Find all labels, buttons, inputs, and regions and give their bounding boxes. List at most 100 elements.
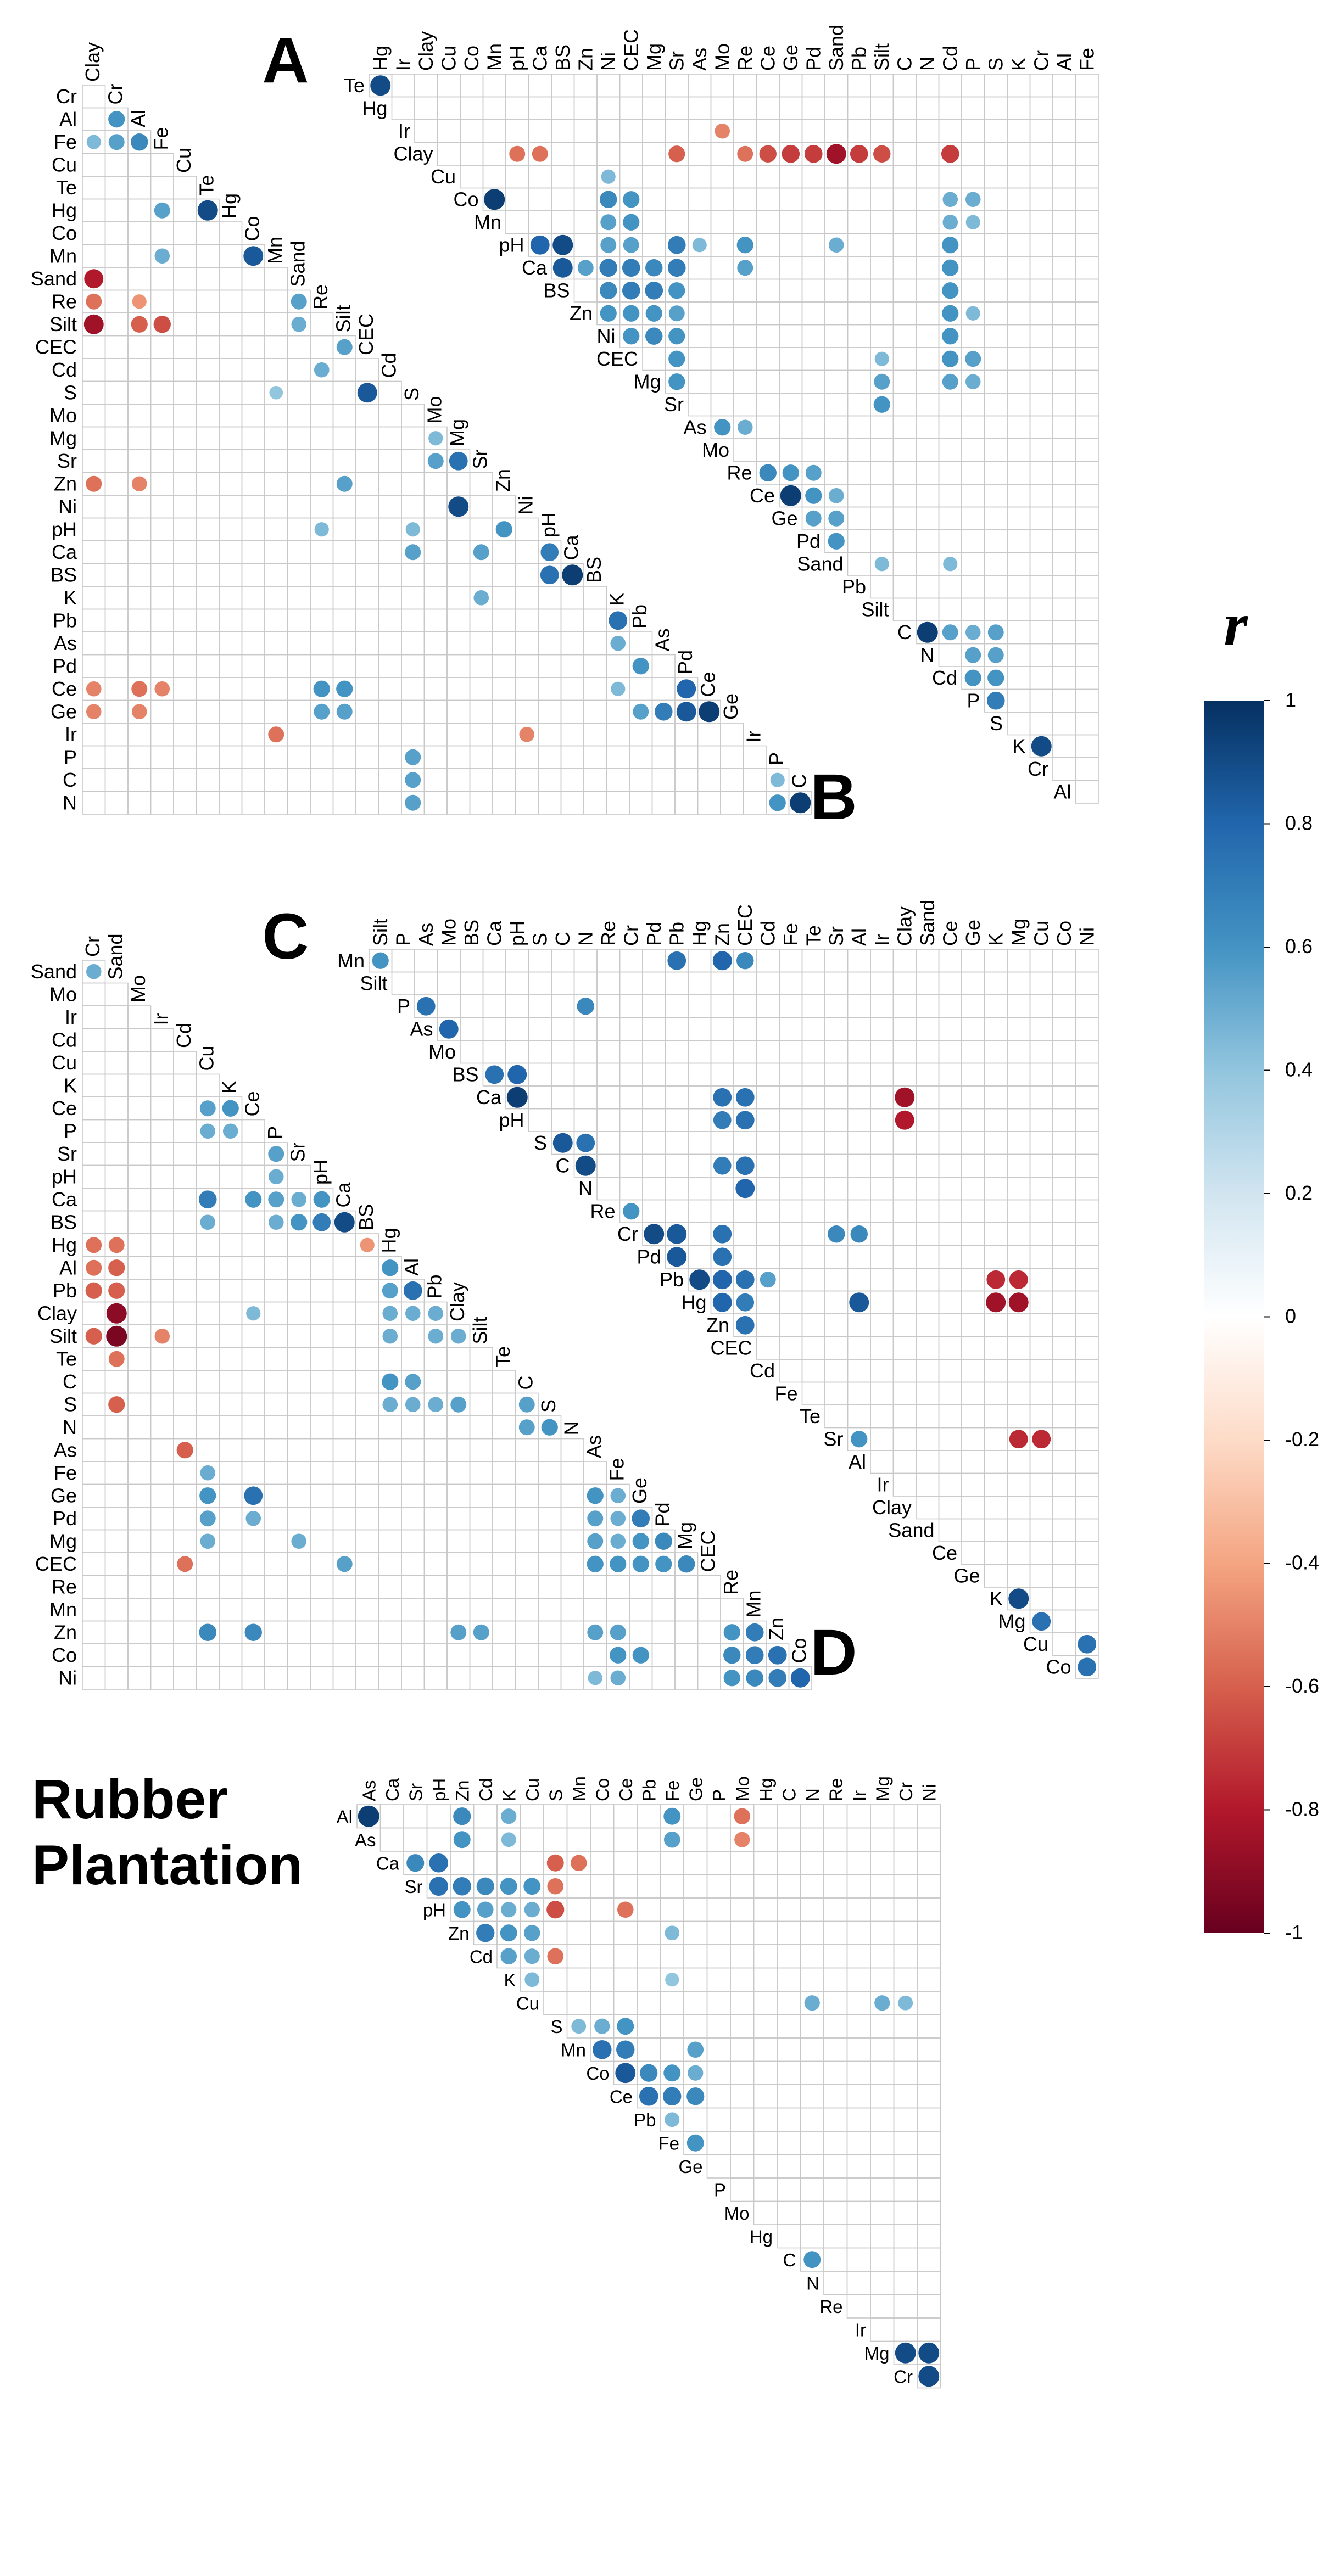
grid-cell xyxy=(482,165,506,189)
grid-cell xyxy=(777,1920,801,1945)
correlation-dot xyxy=(610,635,626,651)
grid-cell xyxy=(733,165,757,189)
grid-cell xyxy=(917,2247,941,2272)
grid-cell xyxy=(150,1392,174,1416)
grid-cell xyxy=(1052,1177,1076,1201)
grid-cell xyxy=(706,1897,731,1922)
correlation-dot xyxy=(518,1419,535,1436)
grid-cell xyxy=(1075,1427,1099,1451)
column-label: S xyxy=(528,933,551,946)
correlation-dot xyxy=(828,1225,845,1243)
column-label: C xyxy=(551,932,574,946)
grid-cell xyxy=(892,1472,917,1497)
grid-cell xyxy=(378,723,402,747)
grid-cell xyxy=(961,1290,985,1314)
grid-cell xyxy=(779,1108,803,1132)
correlation-dot xyxy=(476,1924,495,1942)
grid-cell xyxy=(219,472,243,496)
correlation-dot xyxy=(132,294,147,309)
grid-cell xyxy=(733,971,757,995)
grid-cell xyxy=(414,119,438,143)
column-label: BS xyxy=(355,1204,377,1230)
correlation-dot xyxy=(405,522,420,537)
grid-cell xyxy=(127,563,152,587)
grid-cell xyxy=(961,1153,985,1178)
grid-cell xyxy=(1007,1450,1031,1474)
grid-cell xyxy=(1029,1268,1053,1292)
grid-cell xyxy=(82,540,106,564)
row-label: Ca xyxy=(376,1853,400,1873)
grid-cell xyxy=(1075,1404,1099,1429)
grid-cell xyxy=(560,654,584,678)
grid-cell xyxy=(127,1415,152,1440)
grid-cell xyxy=(310,449,334,473)
grid-cell xyxy=(492,495,516,519)
correlation-dot xyxy=(429,1853,449,1873)
grid-cell xyxy=(401,1575,425,1599)
grid-cell xyxy=(310,540,334,564)
grid-cell xyxy=(287,472,311,496)
grid-cell xyxy=(961,233,985,257)
grid-cell xyxy=(917,2060,941,2085)
grid-cell xyxy=(753,1944,778,1969)
grid-cell xyxy=(515,1643,539,1667)
correlation-dot xyxy=(667,951,686,970)
grid-cell xyxy=(1052,506,1076,530)
grid-cell xyxy=(619,949,643,973)
correlation-dot xyxy=(737,145,753,162)
grid-cell xyxy=(401,1507,425,1531)
grid-cell xyxy=(104,791,129,815)
grid-cell xyxy=(460,994,484,1018)
correlation-dot xyxy=(131,681,148,697)
grid-cell xyxy=(82,768,106,792)
grid-cell xyxy=(743,791,767,815)
grid-cell xyxy=(846,2014,871,2039)
grid-cell xyxy=(446,1370,471,1394)
grid-cell xyxy=(619,119,643,143)
grid-cell xyxy=(196,608,220,632)
grid-cell xyxy=(82,358,106,382)
grid-cell xyxy=(1075,780,1099,804)
column-label: Mo xyxy=(711,43,733,71)
correlation-dot xyxy=(1032,1430,1051,1449)
correlation-dot xyxy=(942,237,959,254)
grid-cell xyxy=(733,369,757,394)
grid-cell xyxy=(401,472,425,496)
grid-cell xyxy=(984,1472,1008,1497)
grid-cell xyxy=(583,699,607,724)
correlation-dot xyxy=(1032,1612,1051,1631)
grid-cell xyxy=(938,529,962,553)
grid-cell xyxy=(779,438,803,462)
grid-cell xyxy=(1075,1541,1099,1565)
grid-cell xyxy=(173,1051,197,1075)
grid-cell xyxy=(1075,1131,1099,1155)
column-label: Zn xyxy=(574,48,596,71)
grid-cell xyxy=(469,1598,493,1622)
correlation-dot xyxy=(86,1237,102,1253)
grid-cell xyxy=(332,1438,356,1462)
grid-cell xyxy=(173,1598,197,1622)
grid-cell xyxy=(642,1017,666,1041)
correlation-dot xyxy=(850,1225,868,1243)
grid-cell xyxy=(710,347,734,371)
grid-cell xyxy=(150,1301,174,1325)
grid-cell xyxy=(1075,1472,1099,1497)
correlation-dot xyxy=(428,1397,444,1413)
grid-cell xyxy=(893,2014,918,2039)
row-label: Ca xyxy=(522,256,548,279)
grid-cell xyxy=(710,994,734,1018)
grid-cell xyxy=(1075,1450,1099,1474)
grid-cell xyxy=(127,495,152,519)
grid-cell xyxy=(355,517,379,541)
grid-cell xyxy=(528,96,552,120)
correlation-dot xyxy=(405,772,421,788)
row-label: Cr xyxy=(56,85,77,108)
grid-cell xyxy=(82,723,106,747)
correlation-dot xyxy=(645,327,663,345)
grid-cell xyxy=(730,2037,755,2062)
correlation-dot xyxy=(623,305,640,322)
grid-cell xyxy=(469,517,493,541)
grid-cell xyxy=(706,1991,731,2015)
grid-cell xyxy=(150,654,174,678)
row-label: K xyxy=(990,1587,1003,1610)
